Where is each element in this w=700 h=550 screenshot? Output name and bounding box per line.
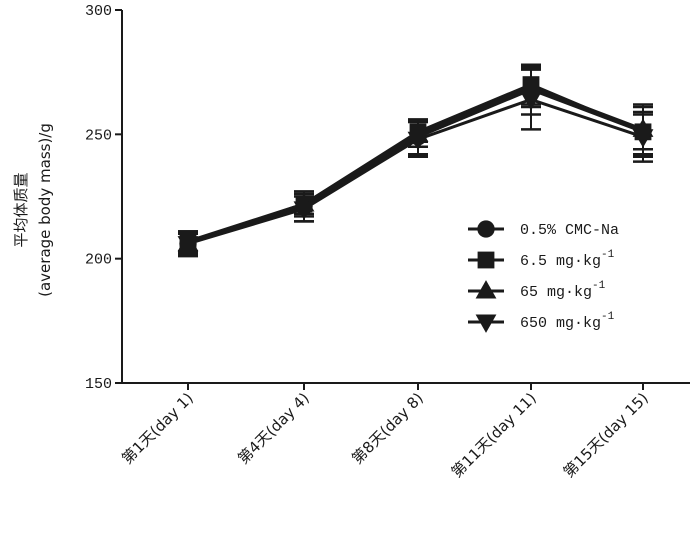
legend-label: 65 mg·kg-1 [520,280,606,301]
series-4 [177,68,654,255]
y-tick-label: 200 [85,252,112,269]
data-point [632,129,654,148]
legend-label-main: 6.5 mg·kg [520,253,601,270]
legend-item-2: 6.5 mg·kg-1 [468,249,615,270]
legend-label-main: 0.5% CMC-Na [520,222,619,239]
legend-label-main: 65 mg·kg [520,284,592,301]
legend-marker [477,220,495,238]
legend-marker [475,314,497,333]
legend-label: 6.5 mg·kg-1 [520,249,615,270]
legend-item-3: 65 mg·kg-1 [468,280,606,301]
data-point [520,91,542,111]
y-axis-label-line2: (average body mass)/g [36,123,54,297]
legend-marker [475,280,497,299]
legend-item-4: 650 mg·kg-1 [468,311,615,333]
legend-label-superscript: -1 [592,280,606,292]
legend-label-superscript: -1 [601,311,615,323]
legend-label-main: 650 mg·kg [520,315,601,332]
y-axis-label-line1: 平均体质量 [12,172,30,247]
y-tick-label: 150 [85,376,112,393]
legend-label: 650 mg·kg-1 [520,311,615,332]
legend-label: 0.5% CMC-Na [520,222,619,239]
data-point [293,201,315,220]
y-axis-label: 平均体质量 (average body mass)/g [12,123,54,297]
legend-item-1: 0.5% CMC-Na [468,220,619,239]
x-tick-label: 第4天(day 4) [234,389,313,468]
legend-label-superscript: -1 [601,249,615,261]
series-layer [177,63,654,258]
series-line [187,85,644,246]
y-tick-label: 300 [85,3,112,20]
series-line [187,83,644,243]
y-tick-label: 250 [85,127,112,144]
legend-marker [477,251,495,269]
x-tick-label: 第8天(day 8) [348,389,427,468]
data-point [177,236,199,255]
data-point [407,131,429,151]
x-tick-label: 第1天(day 1) [118,389,197,468]
x-tick-label: 第15天(day 15) [560,389,652,481]
axes: 150 200 250 300 第1天(day 1) 第4天(day 4) 第8天(day … [85,3,690,481]
x-tick-label: 第11天(day 11) [448,389,540,481]
